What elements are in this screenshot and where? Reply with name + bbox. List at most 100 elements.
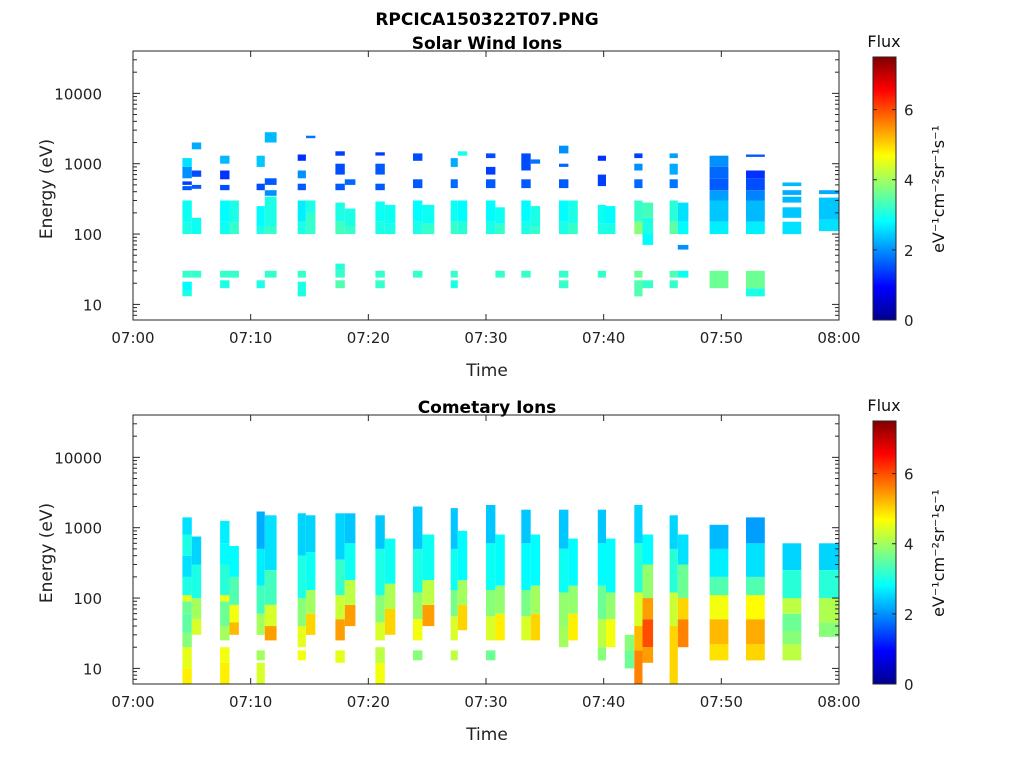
spectrogram-cell <box>220 601 230 627</box>
spectrogram-cell <box>606 223 616 235</box>
spectrogram-cell <box>746 595 765 620</box>
spectrogram-cell <box>413 200 423 222</box>
spectrogram-cell <box>335 270 345 278</box>
x-tick-label: 07:50 <box>700 329 743 347</box>
spectrogram-cell <box>746 517 765 544</box>
spectrogram-cell <box>495 534 505 586</box>
x-tick-label: 07:20 <box>347 329 390 347</box>
spectrogram-cell <box>191 536 202 565</box>
spectrogram-cell <box>264 178 277 185</box>
spectrogram-cell <box>634 650 643 684</box>
solar-wind-x-axis-label: Time <box>465 361 508 381</box>
spectrogram-cell <box>669 515 678 549</box>
spectrogram-cell <box>669 179 678 189</box>
spectrogram-cell <box>256 183 265 191</box>
spectrogram-cell <box>344 580 356 605</box>
spectrogram-cell <box>597 509 606 544</box>
spectrogram-cell <box>413 179 423 189</box>
spectrogram-cell <box>335 650 345 663</box>
spectrogram-cell <box>634 221 643 235</box>
spectrogram-cell <box>344 543 356 581</box>
spectrogram-cell <box>375 280 385 289</box>
x-tick-label: 07:30 <box>464 329 507 347</box>
spectrogram-cell <box>384 608 396 635</box>
spectrogram-cell <box>709 200 729 222</box>
spectrogram-cell <box>709 619 729 645</box>
spectrogram-cell <box>191 564 202 599</box>
spectrogram-cell <box>450 158 458 167</box>
spectrogram-cell <box>677 534 689 565</box>
spectrogram-cell <box>559 626 569 648</box>
spectrogram-cell <box>220 184 230 191</box>
spectrogram-cell <box>669 200 678 222</box>
colorbar-tick-label: 4 <box>904 172 914 190</box>
spectrogram-cell <box>422 604 435 627</box>
spectrogram-cell <box>521 543 531 590</box>
spectrogram-cell <box>457 200 468 222</box>
spectrogram-cell <box>191 619 202 635</box>
spectrogram-cell <box>669 221 678 235</box>
spectrogram-cell <box>375 221 385 235</box>
spectrogram-cell <box>457 580 468 605</box>
spectrogram-cell <box>306 613 316 635</box>
spectrogram-cell <box>335 595 345 620</box>
y-tick-label: 100 <box>73 590 102 608</box>
spectrogram-cell <box>297 626 306 648</box>
spectrogram-cell <box>264 196 277 227</box>
spectrogram-cell <box>344 208 356 226</box>
spectrogram-cell <box>264 270 277 278</box>
spectrogram-cell <box>486 590 496 617</box>
spectrogram-cell <box>335 263 345 271</box>
spectrogram-cell <box>182 576 192 596</box>
spectrogram-cell <box>642 619 654 648</box>
spectrogram-cell <box>264 226 277 234</box>
y-tick-label: 10 <box>83 296 102 314</box>
spectrogram-cell <box>559 509 569 549</box>
cometary-y-axis-label: Energy (eV) <box>37 503 57 603</box>
spectrogram-cell <box>709 644 729 661</box>
solar-wind-axes: 07:00 07:10 07:20 07:30 07:40 07:50 08:00 10 100… <box>54 50 861 347</box>
spectrogram-cell <box>634 179 643 189</box>
spectrogram-cell <box>450 200 458 222</box>
spectrogram-cell <box>457 604 468 631</box>
spectrogram-cell <box>597 155 606 161</box>
spectrogram-cell <box>375 662 385 684</box>
spectrogram-cell <box>782 221 802 235</box>
spectrogram-cell <box>220 170 230 180</box>
spectrogram-cell <box>413 153 423 161</box>
spectrogram-cell <box>264 626 277 641</box>
spectrogram-cell <box>624 650 635 669</box>
solar-wind-y-axis-label: Energy (eV) <box>37 139 57 239</box>
x-tick-label: 07:00 <box>111 693 154 711</box>
spectrogram-cell <box>669 163 678 175</box>
spectrogram-cell <box>530 206 541 227</box>
spectrogram-cell <box>606 206 616 224</box>
spectrogram-cell <box>335 221 345 235</box>
colorbar-tick-label: 4 <box>904 536 914 554</box>
spectrogram-cell <box>220 626 230 641</box>
spectrogram-cell <box>375 183 385 191</box>
spectrogram-cell <box>182 281 192 290</box>
spectrogram-cell <box>559 163 569 167</box>
spectrogram-cell <box>634 163 643 171</box>
spectrogram-cell <box>669 270 678 278</box>
spectrogram-cell <box>220 543 230 565</box>
spectrogram-cell <box>486 616 496 641</box>
spectrogram-cell <box>297 555 306 599</box>
spectrogram-cell <box>669 626 678 656</box>
spectrogram-cell <box>384 223 396 235</box>
spectrogram-cell <box>634 200 643 222</box>
spectrogram-cell <box>782 598 802 614</box>
spectrogram-cell <box>413 506 423 549</box>
spectrogram-cell <box>521 590 531 617</box>
colorbar-tick-label: 2 <box>904 606 914 624</box>
spectrogram-cell <box>634 505 643 544</box>
spectrogram-cell <box>375 515 385 549</box>
spectrogram-cell <box>746 543 765 577</box>
spectrogram-cell <box>530 534 541 586</box>
spectrogram-cell <box>819 219 839 232</box>
spectrogram-cell <box>375 647 385 663</box>
spectrogram-cell <box>220 280 230 289</box>
spectrogram-cell <box>677 564 689 599</box>
spectrogram-cell <box>634 153 643 159</box>
